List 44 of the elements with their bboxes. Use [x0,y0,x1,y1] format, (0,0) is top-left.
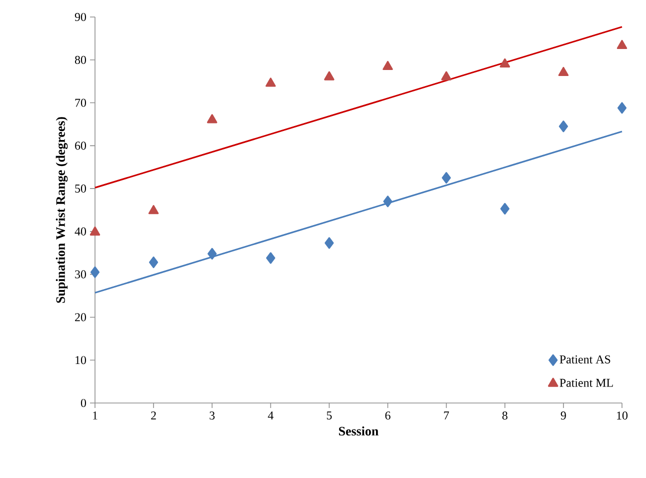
point [148,205,159,214]
x-axis-title: Session [339,426,378,436]
y-tick-label: 30 [75,270,86,278]
point [616,40,628,50]
point [441,71,452,80]
y-tick-label: 50 [75,184,86,193]
point [266,78,276,87]
y-tick-label: 90 [74,12,86,22]
x-tick-label: 4 [268,412,274,420]
y-axis-title: Supination Wrist Range (degrees) [56,117,68,303]
point [206,114,218,124]
point [382,60,393,70]
point [149,256,158,268]
point [90,226,100,236]
point [324,237,334,249]
point [500,58,510,68]
point [558,120,568,132]
x-tick-label: 9 [560,412,566,420]
point [442,172,451,184]
x-tick-label: 10 [617,412,628,420]
y-tick-label: 20 [75,313,86,322]
x-tick-label: 7 [444,412,449,420]
point [266,252,276,264]
x-tick-label: 8 [502,412,508,420]
x-tick-label: 3 [210,412,215,420]
y-tick-label: 0 [80,398,86,408]
point [558,66,569,76]
x-tick-label: 2 [151,412,156,420]
y-tick-label: 80 [74,56,86,64]
y-tick-label: 10 [76,356,86,364]
x-tick-label: 5 [326,412,332,420]
point [383,196,392,208]
point [500,202,510,215]
legend-label: Patient AS [560,355,610,364]
point [617,102,627,114]
x-tick-label: 1 [93,412,98,420]
legend-label: Patient ML [560,378,613,387]
x-tick-label: 6 [385,412,390,420]
point [90,266,100,278]
point [208,248,217,260]
y-tick-label: 70 [75,98,86,107]
y-tick-label: 40 [74,227,86,236]
y-tick-label: 60 [75,142,86,150]
point [324,71,334,80]
